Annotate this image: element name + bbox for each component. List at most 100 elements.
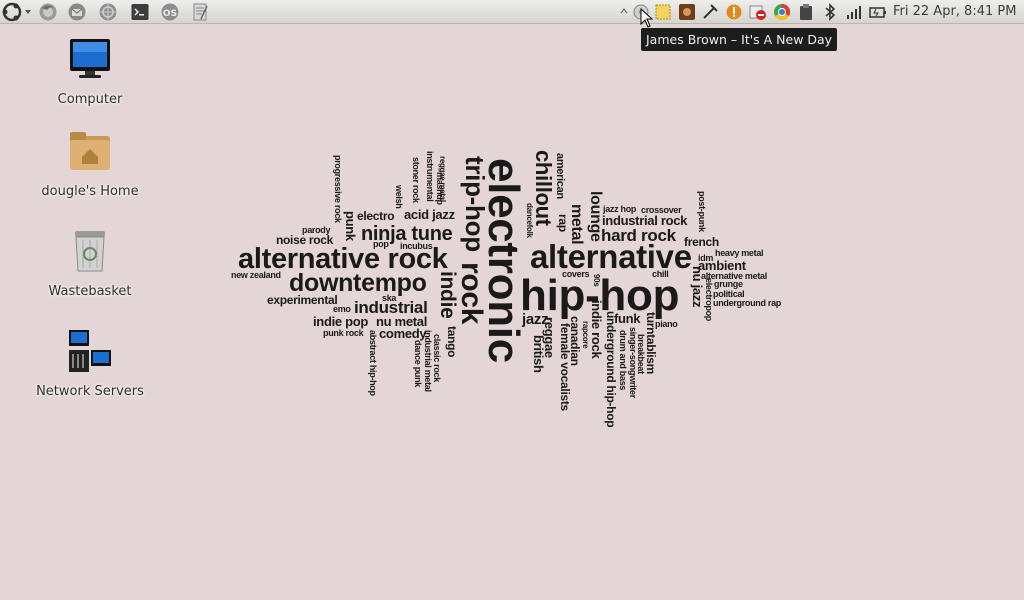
cloud-word: industrial rock [602,213,688,228]
cloud-word: industrial metal [423,330,433,392]
cloud-word: nu metal [376,314,428,329]
cloud-word: hard rock [601,226,676,245]
cloud-word: underground rap [713,298,781,308]
cloud-word: american [554,153,566,199]
network-browser-icon[interactable] [98,2,118,22]
cloud-word: piano [655,319,678,329]
cloud-word: chillout [531,150,556,226]
text-editor-icon[interactable] [190,2,210,22]
network-servers-label: Network Servers [36,384,144,399]
firefox-icon[interactable] [38,2,58,22]
cloud-word: incubus [400,241,433,251]
cloud-word: underground hip-hop [604,311,618,428]
cloud-word: instrumental [425,151,435,202]
cloud-word: tango [445,326,459,358]
cloud-word: punk [343,211,358,241]
svg-text:OS: OS [163,9,177,19]
cloud-word: classic rock [432,334,442,382]
battery-icon[interactable] [869,3,887,21]
cloud-word: hip-hop [520,271,680,320]
cloud-word: indie pop [313,314,369,329]
cloud-word: punk rock [323,328,364,338]
no-entry-tray-icon[interactable] [749,3,767,21]
cloud-word: downtempo [289,269,427,297]
cloud-word: political [713,289,745,299]
network-servers-icon [69,330,111,372]
cloud-word: new zealand [231,270,281,280]
cloud-word: abstract hip-hop [368,330,378,396]
mouse-cursor-icon [640,8,654,28]
cloud-word: lounge [587,191,604,242]
menu-arrow-icon[interactable] [23,2,33,22]
thunderbird-icon[interactable] [67,2,87,22]
cloud-word: jazz [522,311,549,328]
wastebasket-desktop-icon[interactable]: Wastebasket [35,228,145,299]
cloud-word: nu jazz [690,266,705,308]
now-playing-tooltip: James Brown – It's A New Day [641,28,838,51]
cloud-word: mashup [435,172,445,205]
cloud-word: electro [357,209,395,223]
cloud-word: alternative rock [238,243,448,275]
signal-strength-icon[interactable] [845,3,863,21]
network-servers-desktop-icon[interactable]: Network Servers [35,328,145,399]
clipboard-manager-icon[interactable] [797,3,815,21]
clipboard-tray-icon[interactable] [654,3,672,21]
cloud-word: chill [652,269,669,279]
computer-label: Computer [57,92,123,107]
cloud-word: electropop [704,278,714,322]
chrome-tray-icon[interactable] [773,3,791,21]
terminal-icon[interactable] [130,2,150,22]
wastebasket-icon [75,231,105,272]
clock[interactable]: Fri 22 Apr, 8:41 PM [893,4,1017,19]
home-folder-label: dougle's Home [41,184,139,199]
cloud-word: pop [373,239,389,249]
cloud-word: rapcore [581,321,590,349]
cloud-word: ambient [698,258,746,273]
cloud-word: heavy metal [715,248,764,258]
system-monitor-icon[interactable]: OS [160,2,180,22]
update-tray-icon[interactable] [725,3,743,21]
cloud-word: alternative metal [701,271,767,281]
cloud-word: reggae [542,317,557,358]
cloud-word: acid jazz [404,207,455,222]
pin-tray-icon[interactable] [701,3,719,21]
cloud-word: 90s [592,274,601,287]
ubuntu-menu-icon[interactable] [2,2,22,22]
cloud-word: crossover [641,205,682,215]
cloud-word: turntablism [644,312,658,375]
cloud-word: french [684,235,719,249]
computer-icon [70,39,110,78]
photo-tray-icon[interactable] [678,3,696,21]
cloud-word: funk [614,311,641,326]
bluetooth-icon[interactable] [821,3,839,21]
cloud-word: idm [698,253,714,263]
cloud-word: covers [562,269,590,279]
cloud-word: experimental [267,293,338,307]
cloud-word: welsh [394,185,404,209]
cloud-word: dance punk [413,340,423,388]
tray-arrow-icon[interactable] [619,3,629,21]
cloud-word: jazz hop [603,204,637,214]
cloud-word: parody [302,225,331,235]
cloud-word: ska [382,293,397,303]
cloud-word: metal [568,204,585,245]
cloud-word: indie rock [589,300,604,359]
home-folder-desktop-icon[interactable]: dougle's Home [35,128,145,199]
cloud-word: ninja tune [361,223,453,245]
top-panel: OS Fri 22 Apr, 8:41 PM [0,0,1024,28]
wastebasket-label: Wastebasket [48,284,132,299]
cloud-word: post-punk [697,191,707,232]
computer-desktop-icon[interactable]: Computer [35,36,145,107]
cloud-word: stoner rock [411,157,421,203]
cloud-word: dancefolk [525,203,534,238]
cloud-word: emo [333,304,351,314]
cloud-word: industrial [354,298,428,317]
cloud-word: comedy [379,326,427,341]
cloud-word: alternative [530,238,692,275]
cloud-word: grunge [714,279,743,289]
cloud-word: trip-hop [460,156,490,252]
cloud-word: progressive rock [333,155,343,223]
cloud-word: rock [455,262,488,325]
cloud-word: drum and bass [618,330,628,391]
